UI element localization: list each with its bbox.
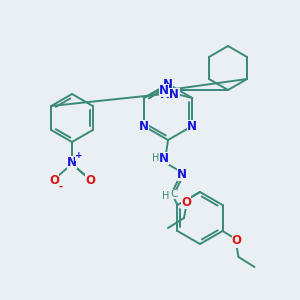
Text: N: N	[67, 155, 77, 169]
Text: N: N	[139, 119, 149, 133]
Text: HN: HN	[160, 88, 180, 100]
Text: H: H	[152, 153, 160, 163]
Text: O: O	[181, 196, 191, 208]
Text: N: N	[159, 83, 169, 97]
Text: O: O	[85, 173, 95, 187]
Text: O: O	[49, 173, 59, 187]
Text: N: N	[159, 152, 169, 164]
Text: +: +	[75, 152, 83, 160]
Text: H: H	[162, 191, 170, 201]
Text: O: O	[232, 235, 242, 248]
Text: N: N	[177, 167, 187, 181]
Text: C: C	[170, 189, 178, 199]
Text: N: N	[187, 119, 197, 133]
Text: N: N	[163, 77, 173, 91]
Text: -: -	[59, 182, 63, 192]
